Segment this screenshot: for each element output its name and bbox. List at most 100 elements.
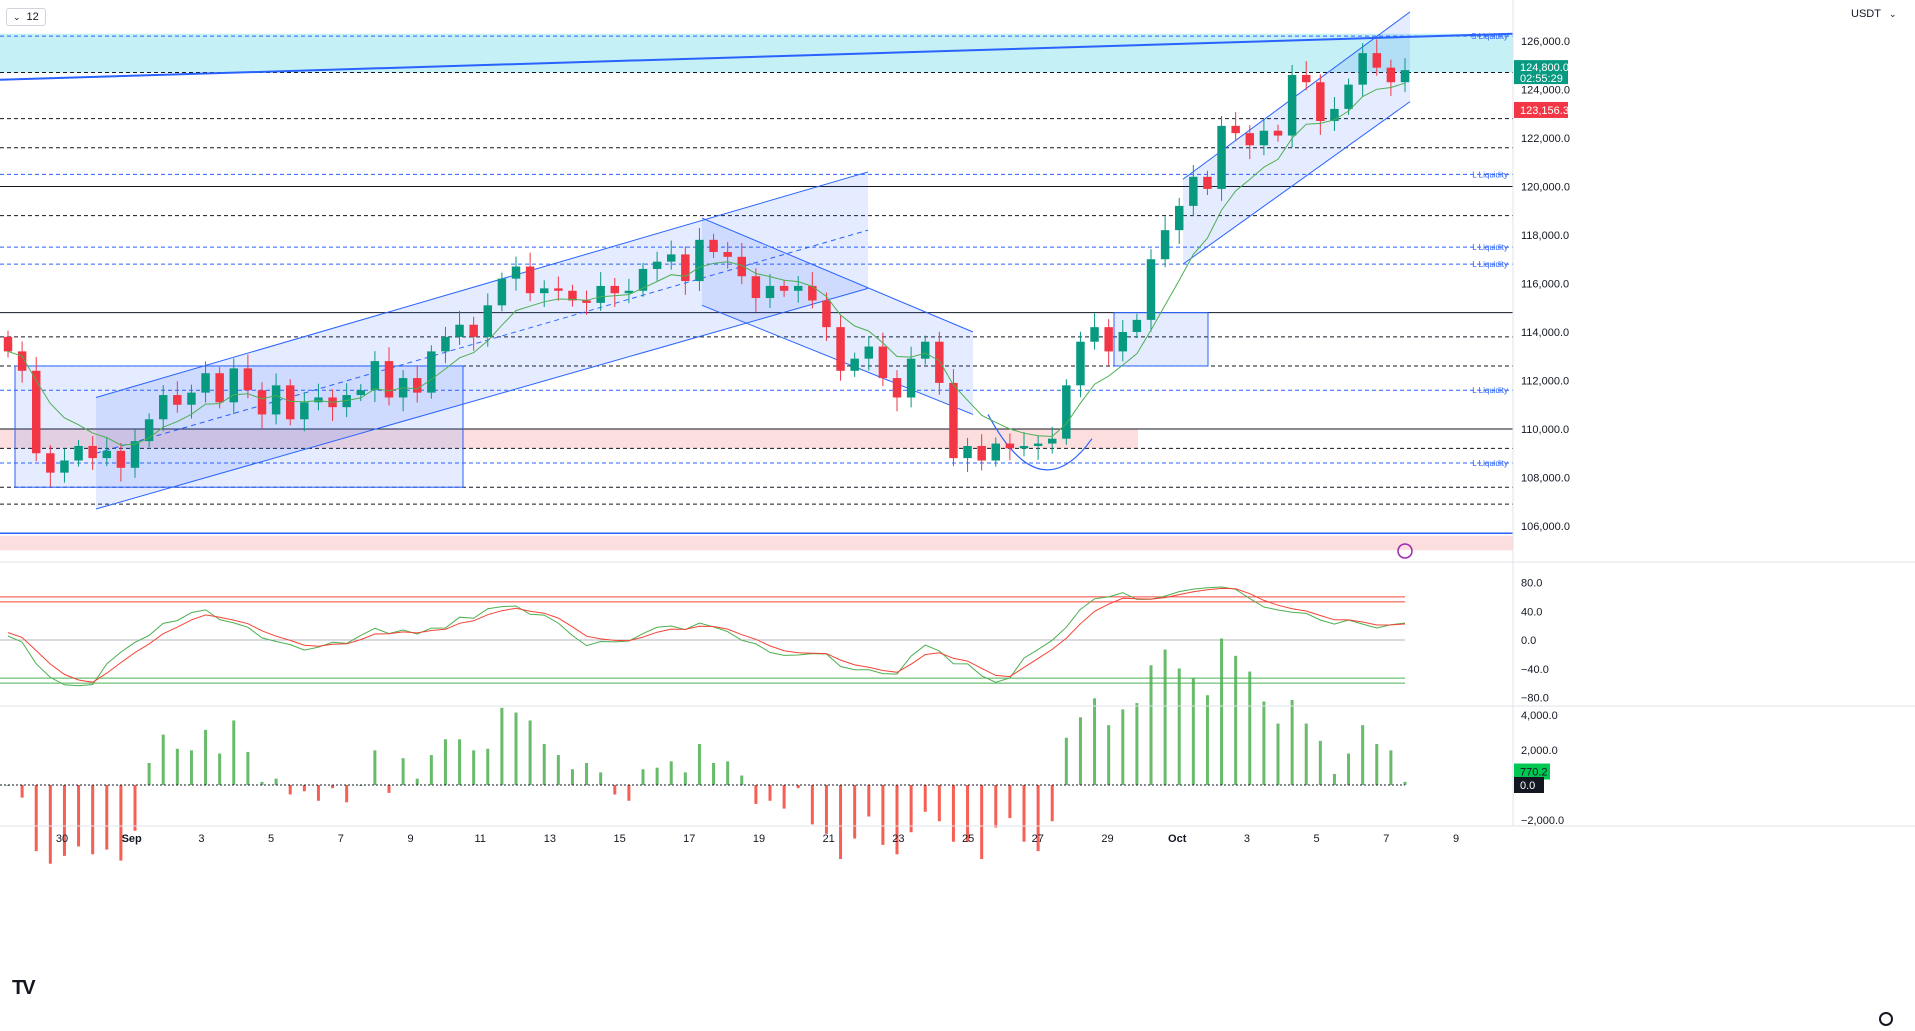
candle-body bbox=[1104, 327, 1113, 352]
time-tick-label: 7 bbox=[338, 833, 344, 845]
lightning-icon[interactable] bbox=[1397, 543, 1413, 559]
candle-body bbox=[1330, 108, 1339, 122]
candle-body bbox=[243, 368, 253, 391]
histogram-bar bbox=[486, 748, 490, 785]
candle-body bbox=[554, 288, 563, 291]
histogram-bar bbox=[91, 785, 95, 855]
countdown-label: 02:55:29 bbox=[1520, 73, 1563, 85]
tradingview-logo[interactable]: TV bbox=[12, 977, 36, 999]
demand-zone bbox=[0, 429, 1138, 449]
moving-average-line bbox=[7, 82, 1406, 446]
histogram-pane[interactable] bbox=[0, 638, 1407, 864]
candle-body bbox=[130, 441, 140, 468]
liquidity-label: L Liquidity bbox=[1472, 170, 1508, 179]
candle-body bbox=[1287, 74, 1297, 136]
candle-body bbox=[610, 285, 620, 294]
histogram-bar bbox=[1078, 717, 1082, 785]
candle-body bbox=[935, 341, 944, 383]
histogram-bar bbox=[62, 785, 66, 856]
histogram-bar bbox=[218, 753, 222, 785]
histogram-bar bbox=[909, 785, 913, 833]
histogram-bar bbox=[712, 762, 716, 785]
liquidity-label: L Liquidity bbox=[1472, 459, 1508, 468]
candle-body bbox=[878, 346, 888, 379]
price-pane[interactable]: S Liquidity L Liquidity L Liquidity L Liqui… bbox=[0, 11, 1514, 551]
candle-body bbox=[412, 378, 422, 393]
candle-body bbox=[568, 290, 577, 301]
candle-body bbox=[977, 445, 986, 461]
price-tick-label: 112,000.0 bbox=[1521, 376, 1569, 388]
time-tick-label: 21 bbox=[823, 833, 835, 845]
histogram-bar bbox=[246, 751, 250, 785]
histogram-bar bbox=[1304, 723, 1308, 785]
histogram-bar bbox=[1093, 698, 1097, 785]
price-tick-label: 118,000.0 bbox=[1521, 230, 1569, 242]
histogram-bar bbox=[1234, 655, 1238, 785]
candle-body bbox=[779, 285, 789, 291]
candle-body bbox=[17, 351, 27, 371]
candle-body bbox=[892, 378, 902, 398]
histogram-bar bbox=[980, 785, 984, 860]
candle-body bbox=[793, 285, 803, 291]
candle-body bbox=[1259, 130, 1269, 146]
histogram-bar bbox=[34, 785, 38, 852]
histogram-bar bbox=[796, 785, 800, 789]
candle-body bbox=[1400, 70, 1410, 83]
candle-body bbox=[31, 370, 41, 454]
histogram-bar bbox=[683, 772, 687, 785]
histogram-bar bbox=[895, 785, 899, 855]
candle-body bbox=[836, 327, 845, 371]
candle-body bbox=[102, 450, 112, 459]
histogram-bar bbox=[472, 750, 476, 785]
oscillator-pane[interactable] bbox=[0, 586, 1406, 687]
liquidity-label: L Liquidity bbox=[1472, 386, 1508, 395]
histogram-bar bbox=[570, 769, 574, 785]
histogram-bar bbox=[881, 785, 885, 845]
candle-body bbox=[1118, 332, 1128, 352]
candle-body bbox=[920, 341, 930, 359]
candle-body bbox=[441, 336, 450, 352]
candle-body bbox=[469, 324, 478, 337]
histogram-bar bbox=[1050, 785, 1054, 822]
candle-body bbox=[215, 373, 224, 403]
candle-body bbox=[1358, 53, 1367, 85]
histogram-bar bbox=[401, 758, 405, 785]
descending-channel bbox=[702, 218, 973, 415]
histogram-bar bbox=[1149, 665, 1153, 785]
candle-body bbox=[116, 450, 126, 468]
histogram-bar bbox=[204, 729, 208, 785]
liquidity-label: S Liquidity bbox=[1471, 32, 1508, 41]
candle-body bbox=[271, 385, 281, 415]
histogram-bar bbox=[119, 785, 123, 861]
candle-body bbox=[850, 358, 859, 371]
candle-body bbox=[158, 395, 168, 420]
candle-body bbox=[808, 285, 817, 301]
candle-body bbox=[525, 266, 535, 294]
oscillator-tick-label: −40.0 bbox=[1521, 664, 1549, 676]
candle-body bbox=[709, 239, 718, 252]
candle-body bbox=[963, 445, 972, 459]
histogram-bar bbox=[387, 785, 391, 793]
histogram-bar bbox=[514, 712, 518, 785]
candle-body bbox=[582, 300, 591, 303]
price-tick-label: 116,000.0 bbox=[1521, 279, 1569, 291]
histogram-bar bbox=[1107, 725, 1111, 785]
interval-selector[interactable]: ⌄ 12 bbox=[6, 8, 46, 26]
candle-body bbox=[1231, 125, 1240, 134]
histogram-bar bbox=[443, 739, 447, 785]
histogram-bar bbox=[316, 785, 320, 801]
time-tick-label: 27 bbox=[1032, 833, 1044, 845]
candle-body bbox=[1146, 259, 1156, 320]
candle-body bbox=[765, 285, 775, 299]
histogram-bar bbox=[726, 761, 730, 785]
current-price-tag bbox=[1514, 60, 1568, 85]
histogram-bar bbox=[613, 785, 617, 795]
currency-selector[interactable]: USDT ⌄ bbox=[1851, 8, 1897, 20]
histogram-bar bbox=[1276, 723, 1280, 785]
histogram-bar bbox=[288, 785, 292, 795]
histogram-bar bbox=[669, 761, 673, 785]
time-tick-label: 13 bbox=[544, 833, 556, 845]
time-tick-label: 29 bbox=[1101, 833, 1113, 845]
gear-icon[interactable] bbox=[1879, 1012, 1893, 1026]
